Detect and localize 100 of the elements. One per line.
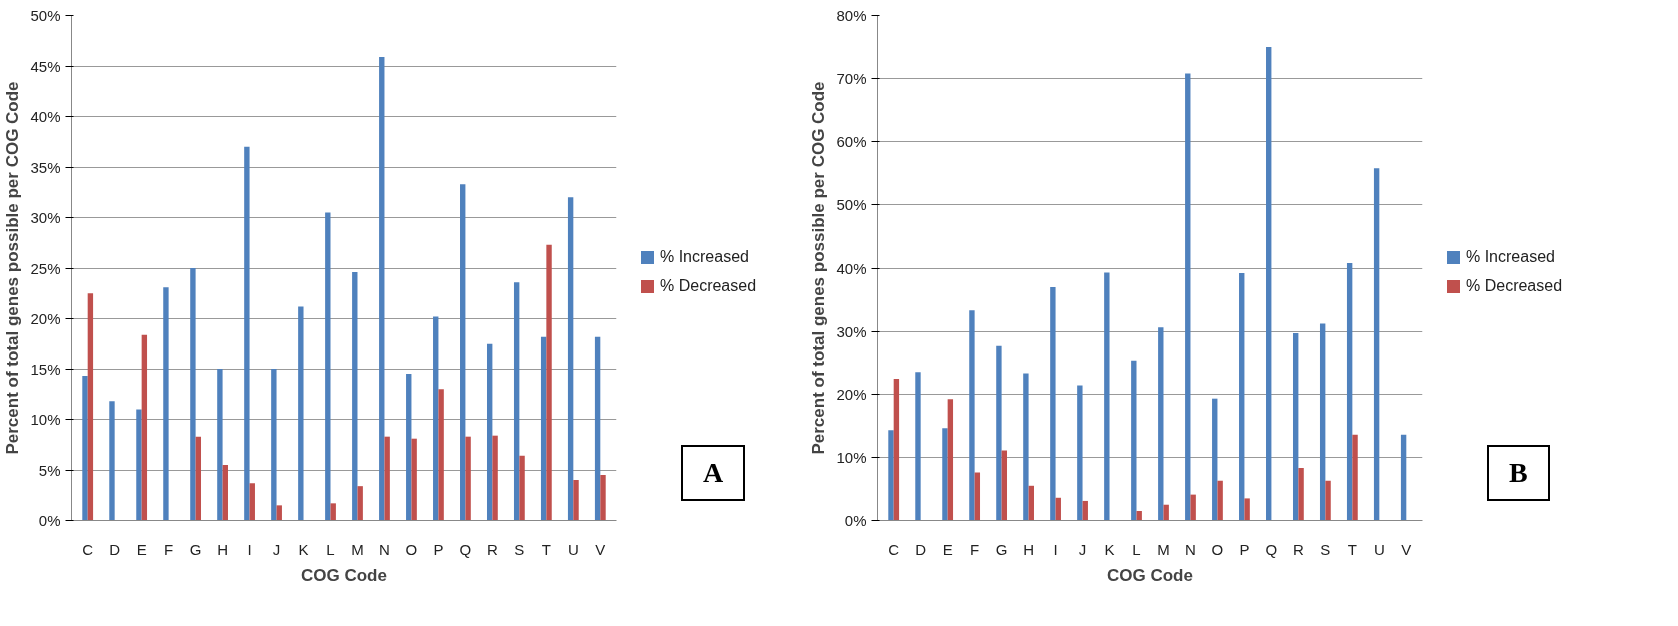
- bar: [1163, 504, 1169, 521]
- y-tick-label: 0%: [38, 512, 61, 529]
- bar: [384, 436, 390, 521]
- x-tick-label: J: [1078, 540, 1087, 558]
- x-tick-label: G: [995, 540, 1008, 558]
- bar: [163, 287, 169, 521]
- x-tick-label: H: [217, 540, 229, 558]
- x-tick-label: M: [1157, 540, 1170, 558]
- x-tick-label: K: [298, 540, 309, 558]
- bar: [325, 212, 331, 521]
- bar: [244, 146, 250, 521]
- bar: [600, 475, 606, 521]
- bar: [438, 389, 444, 521]
- y-tick-label: 10%: [836, 448, 867, 466]
- bar: [190, 268, 196, 521]
- y-tick-label: 30%: [30, 209, 61, 226]
- bar: [1077, 385, 1083, 521]
- x-tick-label: T: [1347, 540, 1357, 558]
- bar: [217, 369, 223, 521]
- bar: [1028, 485, 1034, 521]
- y-tick-label: 20%: [836, 385, 867, 403]
- bar: [1023, 373, 1029, 521]
- bar: [1266, 47, 1272, 521]
- x-tick-label: H: [1023, 540, 1035, 558]
- bar: [519, 455, 525, 521]
- bar: [1319, 323, 1326, 521]
- bar: [974, 472, 981, 521]
- x-tick-label: U: [1373, 540, 1385, 558]
- bar: [136, 409, 142, 521]
- x-tick-label: K: [1104, 540, 1115, 558]
- y-tick-label: 60%: [836, 133, 867, 151]
- bar: [573, 480, 579, 521]
- x-tick-label: L: [326, 540, 335, 558]
- y-tick-label: 40%: [30, 108, 61, 125]
- x-tick-label: D: [109, 540, 121, 558]
- y-tick-label: 50%: [30, 7, 61, 24]
- x-axis-title: COG Code: [301, 565, 387, 585]
- bar: [1212, 398, 1218, 521]
- x-tick-label: O: [1211, 540, 1224, 558]
- bar: [141, 334, 148, 521]
- y-axis-title: Percent of total genes possible per COG Code: [809, 81, 829, 455]
- bar: [487, 343, 493, 521]
- x-tick-label: V: [1401, 540, 1412, 558]
- x-tick-label: V: [595, 540, 606, 558]
- text: A: [681, 445, 746, 501]
- legend-label: % Decreased: [1466, 275, 1563, 296]
- x-tick-label: O: [405, 540, 418, 558]
- legend-label: % Increased: [660, 247, 749, 267]
- bar: [465, 436, 471, 521]
- y-axis-title: Percent of total genes possible per COG Code: [3, 81, 23, 455]
- y-tick-label: 0%: [844, 512, 867, 529]
- y-tick-label: 10%: [30, 411, 61, 428]
- bar: [82, 376, 88, 521]
- x-tick-label: S: [514, 540, 525, 558]
- bar: [330, 503, 336, 521]
- x-tick-label: Q: [459, 540, 472, 558]
- bar: [969, 310, 975, 521]
- bar: [1400, 434, 1407, 521]
- x-tick-label: R: [486, 540, 498, 558]
- x-tick-label: E: [136, 540, 147, 558]
- y-tick-label: 35%: [30, 158, 61, 176]
- bar: [1131, 360, 1137, 521]
- x-tick-label: I: [247, 540, 252, 558]
- bar: [406, 374, 412, 521]
- bar: [222, 464, 228, 521]
- bar: [567, 197, 574, 521]
- x-tick-label: S: [1320, 540, 1331, 558]
- x-tick-label: F: [970, 540, 980, 558]
- x-tick-label: C: [888, 540, 900, 558]
- bar: [195, 436, 201, 521]
- bar: [433, 316, 439, 521]
- bar: [271, 369, 277, 521]
- bar: [1104, 272, 1110, 521]
- bar: [888, 430, 894, 521]
- bar: [1293, 333, 1299, 521]
- bar: [1244, 498, 1250, 521]
- x-tick-label: F: [164, 540, 174, 558]
- bar: [893, 379, 900, 521]
- bar: [1217, 480, 1223, 521]
- x-tick-label: L: [1132, 540, 1141, 558]
- bar: [1158, 327, 1164, 521]
- bar: [357, 486, 363, 521]
- bar: [1082, 500, 1088, 521]
- x-tick-label: D: [915, 540, 927, 558]
- y-tick-label: 15%: [30, 360, 61, 378]
- y-tick-label: 30%: [836, 322, 867, 340]
- bar: [947, 399, 954, 521]
- x-axis-title: COG Code: [1107, 565, 1193, 585]
- bar: [594, 336, 601, 521]
- bar: [996, 345, 1002, 521]
- bar: [379, 56, 385, 521]
- x-tick-label: I: [1053, 540, 1058, 558]
- x-tick-label: R: [1292, 540, 1304, 558]
- y-tick-label: 20%: [30, 310, 61, 327]
- bar: [87, 293, 94, 521]
- x-tick-label: P: [433, 540, 444, 558]
- bar: [1298, 468, 1304, 521]
- x-tick-label: P: [1239, 540, 1250, 558]
- x-tick-label: C: [82, 540, 94, 558]
- bar: [1001, 450, 1007, 521]
